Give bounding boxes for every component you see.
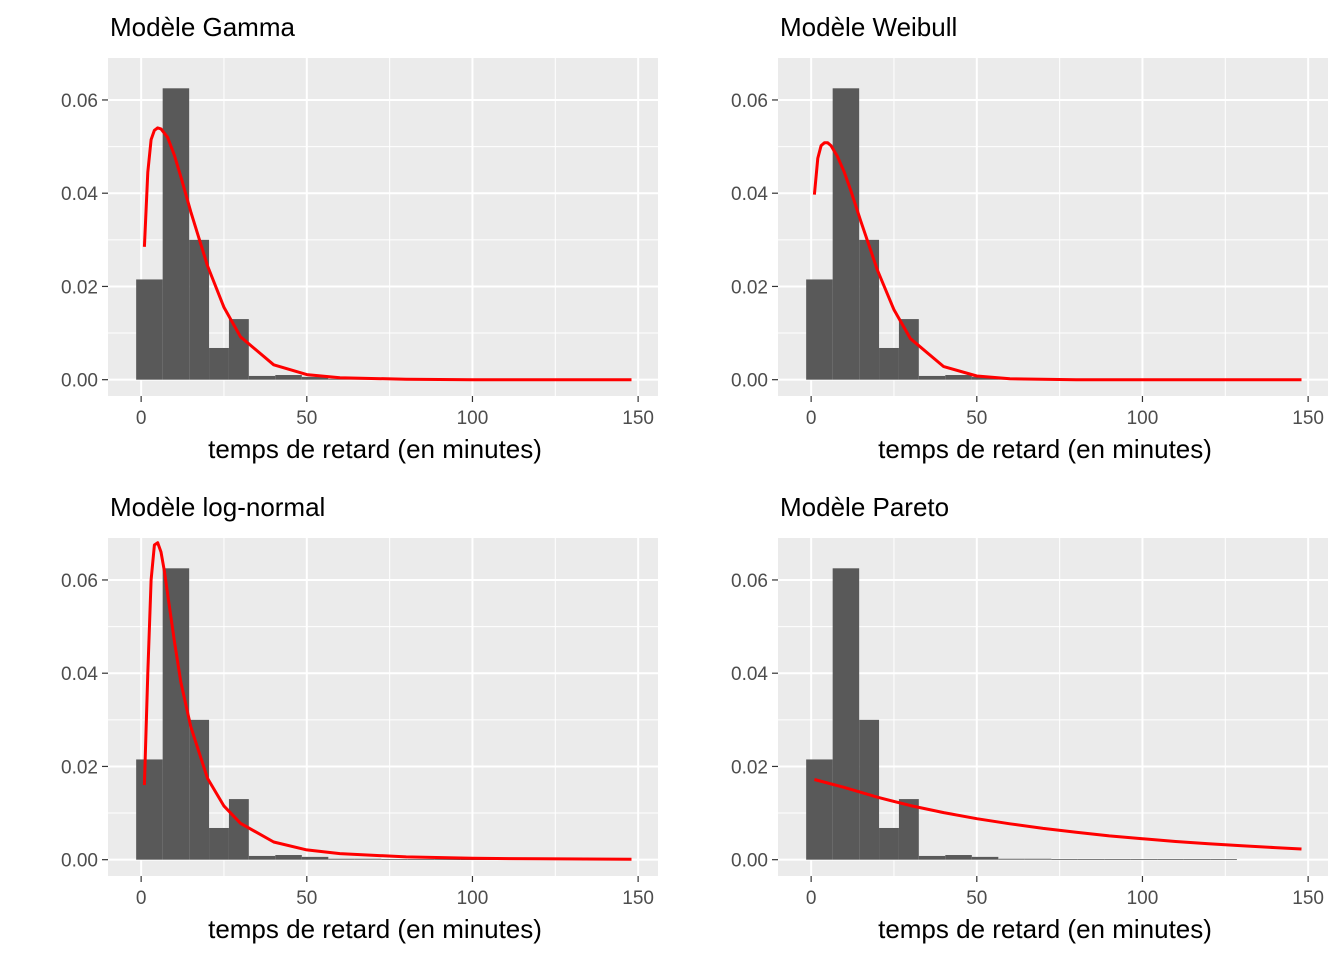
y-tick-label: 0.04	[731, 184, 768, 205]
histogram-bar	[354, 858, 382, 860]
panel-title: Modèle Weibull	[780, 12, 957, 42]
histogram-bar	[879, 347, 899, 380]
histogram-bar	[1051, 859, 1078, 861]
histogram-bar	[971, 856, 999, 860]
histogram-bar	[1183, 859, 1211, 861]
x-axis-label: temps de retard (en minutes)	[208, 914, 542, 944]
histogram-bar	[806, 759, 833, 860]
histogram-bar	[189, 719, 210, 860]
y-tick-label: 0.06	[61, 571, 98, 592]
y-tick-label: 0.06	[61, 91, 98, 112]
histogram-bar	[918, 375, 946, 380]
histogram-bar	[1130, 859, 1158, 861]
x-axis-label: temps de retard (en minutes)	[208, 434, 542, 464]
x-tick-label: 50	[966, 888, 987, 909]
x-tick-label: 50	[966, 408, 987, 429]
panel-title: Modèle log-normal	[110, 492, 325, 522]
histogram-bar	[859, 719, 880, 860]
y-tick-label: 0.04	[61, 664, 98, 685]
histogram-bar	[918, 855, 946, 860]
x-tick-label: 100	[457, 408, 489, 429]
fitted-density-curve	[142, 126, 632, 382]
y-tick-label: 0.00	[61, 371, 98, 392]
fitted-density-curve	[814, 778, 1302, 851]
panel-4: 0 50 100 150 0.00 0.02 0.04 0.06 Modèle Pareto te…	[731, 492, 1328, 944]
x-tick-label: 0	[136, 408, 147, 429]
histogram-bar	[407, 859, 435, 861]
histogram-bar	[301, 856, 329, 860]
histogram-bar	[806, 279, 833, 380]
histogram-bar	[228, 799, 249, 860]
histogram-bar	[879, 827, 899, 860]
histogram-bar	[162, 568, 190, 860]
fitted-density-curve	[142, 541, 632, 861]
histogram-bar	[275, 855, 302, 860]
y-tick-label: 0.02	[731, 277, 768, 298]
histogram-bar	[945, 855, 972, 860]
histogram-bar	[136, 759, 163, 860]
histogram-bar	[898, 319, 919, 380]
panel-3: 0 50 100 150 0.00 0.02 0.04 0.06 Modèle log-norm…	[61, 492, 658, 944]
x-tick-label: 50	[296, 888, 317, 909]
x-tick-label: 150	[622, 408, 654, 429]
histogram-bar	[1024, 858, 1052, 860]
y-tick-label: 0.00	[731, 371, 768, 392]
histogram-bar	[248, 855, 276, 860]
histogram-bar	[971, 376, 999, 380]
y-tick-label: 0.06	[731, 571, 768, 592]
histogram-bar	[301, 376, 329, 380]
x-tick-label: 100	[457, 888, 489, 909]
histogram-bar	[434, 859, 461, 861]
histogram-bar	[275, 375, 302, 380]
y-tick-label: 0.04	[61, 184, 98, 205]
x-tick-label: 0	[136, 888, 147, 909]
y-tick-label: 0.00	[61, 851, 98, 872]
panel-2: 0 50 100 150 0.00 0.02 0.04 0.06 Modèle Weibull t…	[731, 12, 1328, 464]
x-tick-label: 0	[806, 888, 817, 909]
histogram-bar	[248, 375, 276, 380]
histogram-bar	[832, 568, 860, 860]
x-tick-label: 150	[622, 888, 654, 909]
histogram-bar	[1157, 859, 1184, 861]
histogram-bar	[832, 88, 860, 380]
histogram-bar	[1210, 859, 1237, 861]
histogram-bar	[1077, 859, 1105, 861]
panel-title: Modèle Pareto	[780, 492, 949, 522]
y-tick-label: 0.02	[61, 757, 98, 778]
y-tick-label: 0.02	[61, 277, 98, 298]
fitted-density-curve	[812, 141, 1302, 382]
histogram-bar	[381, 859, 408, 861]
histogram-bar	[945, 375, 972, 380]
x-tick-label: 50	[296, 408, 317, 429]
histogram-bar	[898, 799, 919, 860]
y-tick-label: 0.06	[731, 91, 768, 112]
y-tick-label: 0.04	[731, 664, 768, 685]
histogram-bar	[1104, 859, 1131, 861]
histogram-bar	[209, 827, 229, 860]
histogram-bar	[136, 279, 163, 380]
histogram-bar	[209, 347, 229, 380]
x-axis-label: temps de retard (en minutes)	[878, 914, 1212, 944]
y-tick-label: 0.02	[731, 757, 768, 778]
x-tick-label: 100	[1127, 888, 1159, 909]
y-tick-label: 0.00	[731, 851, 768, 872]
x-tick-label: 150	[1292, 888, 1324, 909]
x-tick-label: 150	[1292, 408, 1324, 429]
panel-1: 0 50 100 150 0.00 0.02 0.04 0.06 Modèle Gamma tem…	[61, 12, 658, 464]
histogram-bar	[998, 858, 1025, 860]
x-tick-label: 0	[806, 408, 817, 429]
panel-title: Modèle Gamma	[110, 12, 295, 42]
histogram-bar	[328, 858, 355, 860]
histogram-bar	[859, 239, 880, 380]
histogram-bar	[189, 239, 210, 380]
x-tick-label: 100	[1127, 408, 1159, 429]
histogram-bar	[162, 88, 190, 380]
histogram-bar	[228, 319, 249, 380]
x-axis-label: temps de retard (en minutes)	[878, 434, 1212, 464]
